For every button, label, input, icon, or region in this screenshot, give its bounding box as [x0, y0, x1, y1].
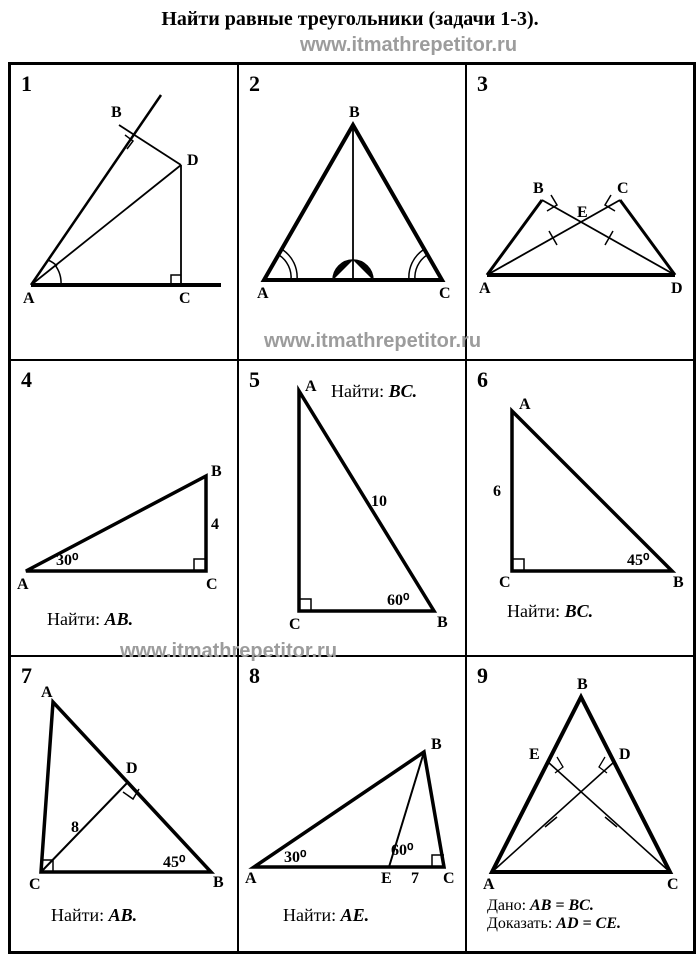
find-label: Найти: BC. — [507, 601, 593, 622]
cell-8: 8 30⁰ 60⁰ 7 A B C E Найти: AE. — [238, 656, 466, 952]
svg-text:C: C — [443, 870, 455, 887]
svg-text:45⁰: 45⁰ — [627, 552, 650, 569]
svg-text:30⁰: 30⁰ — [284, 849, 307, 866]
svg-text:B: B — [437, 614, 448, 631]
svg-text:C: C — [206, 576, 218, 593]
svg-text:A: A — [479, 280, 491, 297]
cell-5: 5 10 60⁰ A B C Найти: BC. — [238, 360, 466, 656]
figure-1: A B C D — [11, 65, 238, 360]
find-label: Найти: AB. — [51, 905, 137, 926]
svg-text:B: B — [431, 736, 442, 753]
problems-grid: 1 A B C D 2 — [8, 62, 696, 954]
svg-text:7: 7 — [411, 870, 419, 887]
svg-text:B: B — [349, 104, 360, 121]
svg-text:10: 10 — [371, 493, 387, 510]
watermark: www.itmathrepetitor.ru — [264, 330, 481, 353]
svg-text:E: E — [529, 746, 540, 763]
find-label: Найти: BC. — [331, 381, 417, 402]
svg-text:A: A — [519, 396, 531, 413]
find-label: Найти: AB. — [47, 609, 133, 630]
figure-2: A B C — [239, 65, 466, 360]
page-title: Найти равные треугольники (задачи 1-3). — [0, 8, 700, 31]
cell-6: 6 6 45⁰ A C B Найти: BC. — [466, 360, 694, 656]
svg-text:A: A — [23, 290, 35, 307]
svg-text:B: B — [213, 874, 224, 891]
svg-text:8: 8 — [71, 819, 79, 836]
watermark: www.itmathrepetitor.ru — [300, 34, 517, 57]
find-label: Найти: AE. — [283, 905, 369, 926]
svg-text:A: A — [483, 876, 495, 893]
svg-text:E: E — [577, 204, 588, 221]
svg-text:60⁰: 60⁰ — [391, 842, 414, 859]
svg-text:6: 6 — [493, 483, 501, 500]
svg-text:4: 4 — [211, 516, 219, 533]
svg-text:A: A — [257, 285, 269, 302]
svg-text:C: C — [179, 290, 191, 307]
cell-4: 4 30⁰ 4 A B C Найти: AB. — [10, 360, 238, 656]
svg-text:C: C — [29, 876, 41, 893]
cell-1: 1 A B C D — [10, 64, 238, 360]
watermark: www.itmathrepetitor.ru — [120, 640, 337, 663]
svg-text:30⁰: 30⁰ — [56, 552, 79, 569]
svg-text:D: D — [187, 152, 199, 169]
svg-text:B: B — [211, 463, 222, 480]
svg-text:D: D — [126, 760, 138, 777]
given-prove: Дано: AB = BC. Доказать: AD = CE. — [487, 897, 621, 933]
svg-text:B: B — [673, 574, 684, 591]
svg-text:B: B — [533, 180, 544, 197]
page: Найти равные треугольники (задачи 1-3). … — [0, 0, 700, 961]
svg-text:D: D — [619, 746, 631, 763]
svg-text:E: E — [381, 870, 392, 887]
cell-9: 9 A B C D E Дано: AB = BC. Доказать: AD … — [466, 656, 694, 952]
svg-text:C: C — [439, 285, 451, 302]
svg-text:A: A — [305, 378, 317, 395]
svg-text:A: A — [41, 684, 53, 701]
svg-text:C: C — [617, 180, 629, 197]
svg-text:C: C — [289, 616, 301, 633]
figure-5: 10 60⁰ A B C — [239, 361, 466, 656]
svg-text:60⁰: 60⁰ — [387, 592, 410, 609]
cell-7: 7 8 45⁰ A B C D Найти: AB. — [10, 656, 238, 952]
cell-3: 3 A B C D E — [466, 64, 694, 360]
svg-text:C: C — [667, 876, 679, 893]
svg-text:B: B — [577, 676, 588, 693]
svg-text:A: A — [245, 870, 257, 887]
svg-text:45⁰: 45⁰ — [163, 854, 186, 871]
figure-3: A B C D E — [467, 65, 694, 360]
svg-text:A: A — [17, 576, 29, 593]
cell-2: 2 A B C — [238, 64, 466, 360]
svg-text:D: D — [671, 280, 683, 297]
svg-text:B: B — [111, 104, 122, 121]
svg-text:C: C — [499, 574, 511, 591]
